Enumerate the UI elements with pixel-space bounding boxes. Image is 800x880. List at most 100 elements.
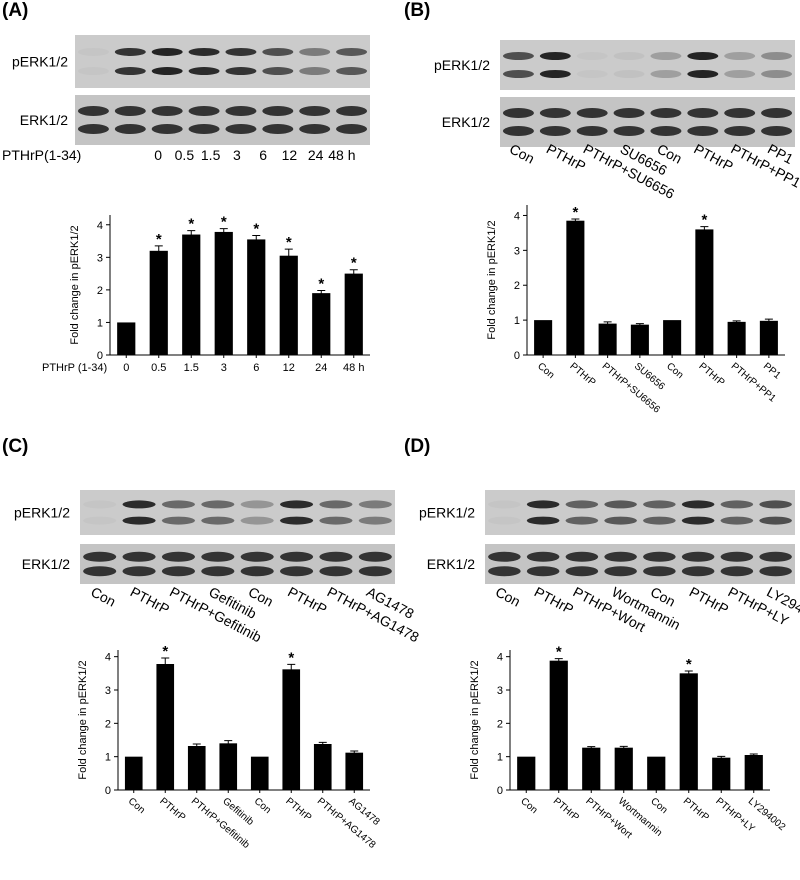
blot-row-label: ERK1/2 <box>442 114 490 130</box>
blot-band <box>319 500 353 509</box>
bar <box>517 756 536 790</box>
bar <box>247 239 266 355</box>
blot-band <box>225 124 257 134</box>
blot-band <box>539 126 571 136</box>
bar <box>156 664 175 790</box>
y-axis-label: Fold change in pERK1/2 <box>486 220 498 339</box>
blot-band <box>687 108 719 118</box>
error-bar <box>764 318 773 323</box>
y-tick-label: 3 <box>97 252 103 264</box>
blot-band <box>526 516 560 525</box>
bar <box>279 255 298 355</box>
significance-marker: * <box>351 255 357 272</box>
significance-marker: * <box>686 656 692 673</box>
error-bar <box>318 741 327 746</box>
blot-band <box>201 500 235 509</box>
blot-band <box>681 500 715 509</box>
blot-row-label: ERK1/2 <box>427 556 475 572</box>
blot-band <box>319 566 353 577</box>
bar <box>214 231 233 355</box>
blot-band <box>502 70 534 78</box>
bar <box>187 746 206 790</box>
x-tick-label: 48 h <box>343 362 364 374</box>
bar <box>614 747 633 790</box>
blot-band <box>336 47 368 56</box>
blot-band <box>576 108 608 118</box>
y-tick-label: 4 <box>514 210 520 222</box>
blot-band <box>358 500 392 509</box>
blot-strip <box>500 40 795 90</box>
bar <box>647 756 666 790</box>
y-tick-label: 4 <box>497 652 503 664</box>
blot-band <box>225 106 257 116</box>
blot-band <box>225 47 257 56</box>
error-bar <box>603 321 612 326</box>
bar <box>695 229 714 355</box>
blot-row-label: ERK1/2 <box>20 112 68 128</box>
blot-band <box>687 70 719 78</box>
significance-marker: * <box>188 216 194 233</box>
blot-band <box>299 124 331 134</box>
blot-band <box>151 47 183 56</box>
bar <box>219 743 238 790</box>
error-bar <box>717 755 726 759</box>
lane-label: 3 <box>233 147 241 163</box>
lane-label: 0 <box>154 147 162 163</box>
x-axis-label: PTHrP (1-34) <box>42 362 107 374</box>
blot-band <box>240 516 274 525</box>
blot-band <box>539 70 571 78</box>
blot-band <box>83 566 117 577</box>
bar <box>250 756 269 790</box>
blot-band <box>188 47 220 56</box>
x-tick-label: PTHrP <box>551 796 581 824</box>
blot-band <box>502 126 534 136</box>
blot-band <box>225 67 257 76</box>
error-bar <box>619 745 628 749</box>
blot-band <box>604 551 637 562</box>
blot-band <box>114 124 146 134</box>
blot-band <box>83 500 116 508</box>
x-tick-label: Con <box>252 796 273 816</box>
error-bar <box>161 657 170 670</box>
x-tick-label: PTHrP <box>567 361 597 389</box>
bar <box>182 234 201 355</box>
x-tick-label: Con <box>126 796 147 816</box>
blot-band <box>613 70 645 78</box>
y-axis-label: Fold change in pERK1/2 <box>77 660 89 779</box>
error-bar <box>684 670 693 676</box>
lane-label: 48 h <box>328 147 355 163</box>
blot-band <box>358 566 392 577</box>
bar <box>117 322 136 355</box>
y-tick-label: 1 <box>97 317 103 329</box>
blot-band <box>336 106 368 116</box>
blot-band <box>240 551 274 562</box>
error-bar <box>700 226 709 233</box>
error-bar <box>192 743 201 748</box>
blot-band <box>280 551 314 562</box>
blot-band <box>650 126 682 136</box>
blot-band <box>759 516 792 525</box>
blot-band <box>280 566 314 577</box>
blot-x-label: PTHrP(1-34) <box>2 147 81 163</box>
error-bar <box>732 320 741 323</box>
bar <box>282 669 301 790</box>
error-bar <box>219 228 228 236</box>
blot-band <box>613 126 645 136</box>
bar <box>598 323 617 355</box>
blot-strip <box>485 544 795 584</box>
blot-band <box>577 70 608 78</box>
blot-band <box>78 48 109 56</box>
x-tick-label: PP1 <box>761 361 783 382</box>
blot-band <box>526 566 560 577</box>
lane-label: PTHrP <box>687 584 732 618</box>
blot-band <box>240 566 274 577</box>
bar <box>124 756 143 790</box>
error-bar <box>154 245 163 256</box>
x-tick-label: PTHrP <box>681 796 711 824</box>
blot-band <box>262 47 294 56</box>
blot-band <box>539 108 571 118</box>
blot-band <box>188 124 220 134</box>
blot-band <box>122 516 156 525</box>
blot-band <box>201 516 235 525</box>
